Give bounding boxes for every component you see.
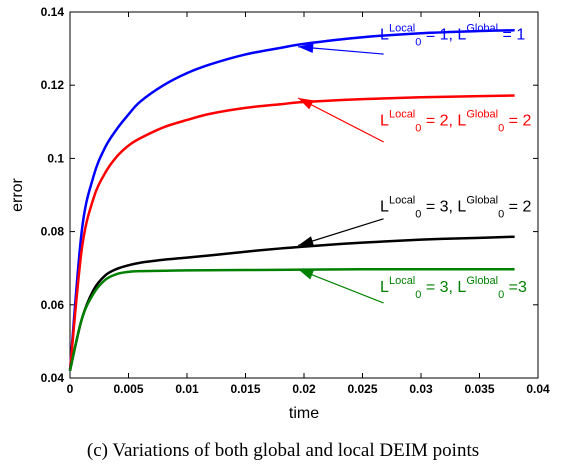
x-tick-label: 0.02: [292, 382, 316, 396]
label-subscript-zero: 0: [498, 122, 504, 134]
label-value-local: = 3,: [421, 198, 457, 215]
label-subscript-zero: 0: [498, 208, 504, 220]
label-symbol-L: L: [380, 26, 389, 43]
label-superscript-local: Local: [389, 108, 415, 120]
label-superscript-local: Local: [389, 275, 415, 287]
label-subscript-zero: 0: [415, 208, 421, 220]
annotation-label-1: LLocal0 = 1, LGlobal = 1: [380, 22, 525, 48]
label-symbol-L: L: [457, 279, 466, 296]
y-tick-label: 0.04: [41, 371, 65, 385]
label-subscript-zero: 0: [498, 289, 504, 301]
label-value-global: = 2: [504, 198, 531, 215]
label-superscript-global: Global: [466, 108, 498, 120]
x-axis-ticks: 0 0.005 0.01 0.015 0.02 0.025 0.03 0.035 0.04: [67, 12, 550, 396]
error-vs-time-chart: 0 0.005 0.01 0.015 0.02 0.025 0.03 0.035 0.04 0.…: [9, 5, 550, 422]
y-tick-label: 0.08: [41, 225, 65, 239]
series-line-4: [68, 268, 515, 371]
annotation-label-4: LLocal0 = 3, LGlobal0 =3: [380, 275, 527, 301]
x-tick-label: 0.01: [175, 382, 199, 396]
x-tick-label: 0.015: [230, 382, 260, 396]
annotation-arrow-head-1: [298, 43, 314, 54]
annotation-arrow-head-2: [298, 98, 314, 110]
y-tick-label: 0.14: [41, 5, 65, 19]
label-subscript-zero: 0: [415, 289, 421, 301]
series-line-2: [68, 94, 515, 371]
label-superscript-local: Local: [389, 22, 415, 34]
x-tick-label: 0.03: [409, 382, 433, 396]
x-tick-label: 0.025: [347, 382, 377, 396]
x-axis-label: time: [289, 405, 319, 422]
x-tick-label: 0.04: [526, 382, 550, 396]
label-superscript-global: Global: [466, 194, 498, 206]
series-line-3: [68, 235, 515, 371]
label-value-global: =3: [504, 279, 527, 296]
label-symbol-L: L: [457, 198, 466, 215]
x-tick-label: 0: [67, 382, 74, 396]
label-subscript-zero: 0: [415, 122, 421, 134]
label-symbol-L: L: [457, 112, 466, 129]
annotation-arrow-head-3: [298, 236, 314, 246]
label-value-global: = 2: [504, 112, 531, 129]
plot-area: [69, 11, 539, 379]
figure-caption: (c) Variations of both global and local …: [86, 440, 480, 461]
label-superscript-local: Local: [389, 194, 415, 206]
label-symbol-L: L: [380, 279, 389, 296]
annotation-arrow-head-4: [298, 269, 314, 280]
y-tick-label: 0.06: [41, 298, 65, 312]
y-axis-label: error: [9, 177, 26, 211]
label-symbol-L: L: [380, 112, 389, 129]
label-value-local: = 2,: [421, 112, 457, 129]
label-superscript-global: Global: [466, 22, 498, 34]
y-tick-label: 0.12: [41, 78, 65, 92]
label-value-local: = 1,: [421, 26, 457, 43]
label-symbol-L: L: [457, 26, 466, 43]
y-tick-label: 0.1: [47, 151, 64, 165]
label-value-global: = 1: [498, 26, 525, 43]
annotation-arrow-line-4: [297, 268, 384, 304]
label-symbol-L: L: [380, 198, 389, 215]
x-tick-label: 0.005: [113, 382, 143, 396]
label-subscript-zero: 0: [415, 36, 421, 48]
series-line-1: [68, 29, 515, 371]
annotation-arrow-line-2: [297, 97, 384, 143]
y-axis-ticks: 0.04 0.06 0.08 0.1 0.12 0.14: [41, 5, 538, 385]
annotation-label-2: LLocal0 = 2, LGlobal0 = 2: [380, 108, 531, 134]
x-tick-label: 0.035: [464, 382, 494, 396]
label-value-local: = 3,: [421, 279, 457, 296]
annotation-label-3: LLocal0 = 3, LGlobal0 = 2: [380, 194, 531, 220]
series-lines: [68, 29, 515, 371]
label-superscript-global: Global: [466, 275, 498, 287]
